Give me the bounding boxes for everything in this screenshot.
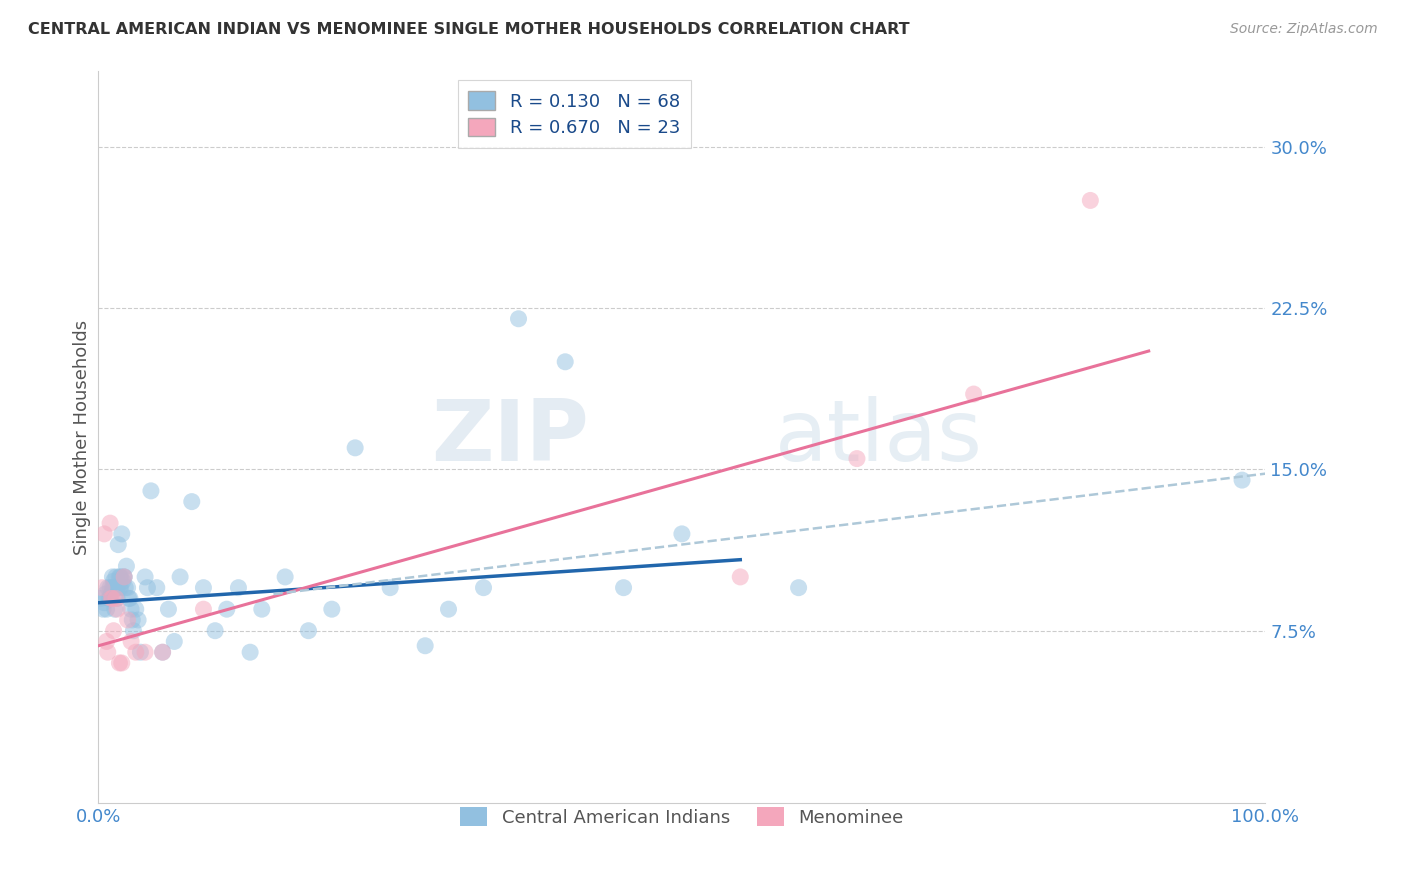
Text: atlas: atlas (775, 395, 983, 479)
Point (112, 570, 135, 584)
Point (139, 483, 162, 498)
Point (297, 624, 319, 638)
Y-axis label: Single Mother Households: Single Mother Households (73, 319, 91, 555)
Point (117, 613, 139, 627)
Point (613, 581, 636, 595)
Point (129, 645, 152, 659)
Point (111, 527, 134, 541)
Point (107, 538, 129, 552)
Point (118, 591, 141, 606)
Point (344, 441, 367, 455)
Point (125, 602, 148, 616)
Point (787, 581, 810, 595)
Point (120, 602, 142, 616)
Point (125, 645, 148, 659)
Text: ZIP: ZIP (430, 395, 589, 479)
Point (98, 516, 121, 530)
Point (90, 581, 112, 595)
Point (105, 591, 128, 606)
Point (115, 559, 138, 574)
Point (134, 570, 156, 584)
Point (136, 581, 159, 595)
Point (437, 602, 460, 616)
Point (146, 581, 169, 595)
Point (117, 581, 139, 595)
Point (104, 570, 127, 584)
Point (94, 587, 117, 601)
Point (100, 591, 122, 606)
Point (127, 613, 149, 627)
Point (121, 613, 143, 627)
Point (96, 634, 118, 648)
Point (152, 645, 174, 659)
Point (98, 581, 121, 595)
Point (104, 602, 127, 616)
Point (671, 527, 693, 541)
Point (274, 570, 297, 584)
Point (111, 574, 134, 589)
Point (193, 581, 215, 595)
Point (97, 645, 120, 659)
Point (169, 570, 191, 584)
Point (103, 581, 125, 595)
Point (118, 591, 141, 606)
Point (472, 581, 495, 595)
Point (93, 527, 115, 541)
Point (101, 570, 124, 584)
Legend: Central American Indians, Menominee: Central American Indians, Menominee (450, 797, 914, 838)
Point (122, 624, 145, 638)
Point (239, 645, 262, 659)
Point (204, 624, 226, 638)
Point (180, 494, 202, 508)
Point (96, 602, 118, 616)
Text: CENTRAL AMERICAN INDIAN VS MENOMINEE SINGLE MOTHER HOUSEHOLDS CORRELATION CHART: CENTRAL AMERICAN INDIAN VS MENOMINEE SIN… (28, 22, 910, 37)
Point (111, 656, 134, 670)
Point (193, 602, 215, 616)
Point (103, 574, 125, 589)
Point (108, 581, 131, 595)
Point (163, 634, 186, 648)
Text: Source: ZipAtlas.com: Source: ZipAtlas.com (1230, 22, 1378, 37)
Point (413, 639, 436, 653)
Point (114, 581, 136, 595)
Point (105, 602, 128, 616)
Point (108, 656, 131, 670)
Point (104, 581, 127, 595)
Point (134, 645, 156, 659)
Point (90, 591, 112, 606)
Point (380, 581, 402, 595)
Point (321, 602, 343, 616)
Point (152, 645, 174, 659)
Point (112, 570, 135, 584)
Point (98, 591, 121, 606)
Point (101, 581, 124, 595)
Point (962, 387, 984, 401)
Point (228, 581, 250, 595)
Point (100, 587, 122, 601)
Point (157, 602, 180, 616)
Point (101, 591, 124, 606)
Point (110, 581, 132, 595)
Point (93, 596, 115, 610)
Point (846, 451, 869, 466)
Point (110, 570, 132, 584)
Point (1230, 473, 1253, 487)
Point (215, 602, 238, 616)
Point (250, 602, 273, 616)
Point (112, 570, 135, 584)
Point (91, 602, 114, 616)
Point (97, 591, 120, 606)
Point (554, 355, 576, 369)
Point (730, 570, 752, 584)
Point (97, 581, 120, 595)
Point (120, 634, 142, 648)
Point (508, 311, 530, 326)
Point (105, 581, 128, 595)
Point (108, 570, 131, 584)
Point (1080, 194, 1102, 208)
Point (103, 624, 125, 638)
Point (104, 591, 127, 606)
